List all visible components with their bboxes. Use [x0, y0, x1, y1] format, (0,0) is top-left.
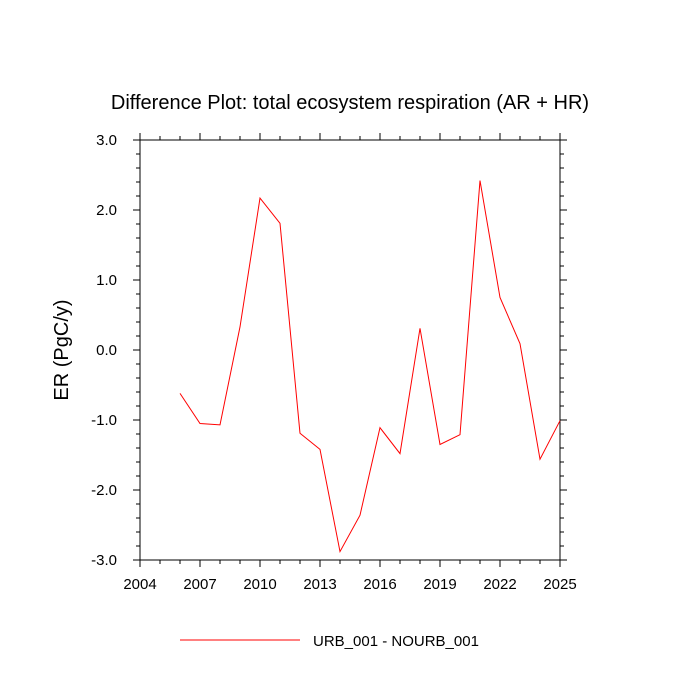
- x-tick-label: 2007: [183, 576, 216, 593]
- minor-ticks: [136, 136, 564, 564]
- y-axis-label: ER (PgC/y): [51, 299, 73, 400]
- chart-title: Difference Plot: total ecosystem respira…: [111, 92, 589, 114]
- series-line: [179, 180, 561, 554]
- x-tick-label: 2013: [303, 576, 336, 593]
- y-tick-label: -3.0: [91, 552, 117, 569]
- plot-frame: [139, 139, 561, 561]
- y-tick-labels: -3.0 -2.0 -1.0 0.0 1.0 2.0 3.0: [91, 132, 117, 569]
- y-tick-label: 3.0: [96, 132, 117, 149]
- y-tick-label: 2.0: [96, 202, 117, 219]
- x-tick-label: 2019: [423, 576, 456, 593]
- x-tick-label: 2016: [363, 576, 396, 593]
- y-tick-label: -1.0: [91, 412, 117, 429]
- x-tick-labels: 2004 2007 2010 2013 2016 2019 2022 2025: [123, 576, 576, 593]
- x-tick-label: 2025: [543, 576, 576, 593]
- legend: URB_001 - NOURB_001: [180, 633, 479, 650]
- major-ticks: [133, 133, 567, 567]
- x-tick-label: 2004: [123, 576, 156, 593]
- y-tick-label: -2.0: [91, 482, 117, 499]
- legend-label: URB_001 - NOURB_001: [313, 633, 479, 650]
- y-tick-label: 0.0: [96, 342, 117, 359]
- y-tick-label: 1.0: [96, 272, 117, 289]
- x-tick-label: 2010: [243, 576, 276, 593]
- series-group: [179, 180, 561, 554]
- x-tick-label: 2022: [483, 576, 516, 593]
